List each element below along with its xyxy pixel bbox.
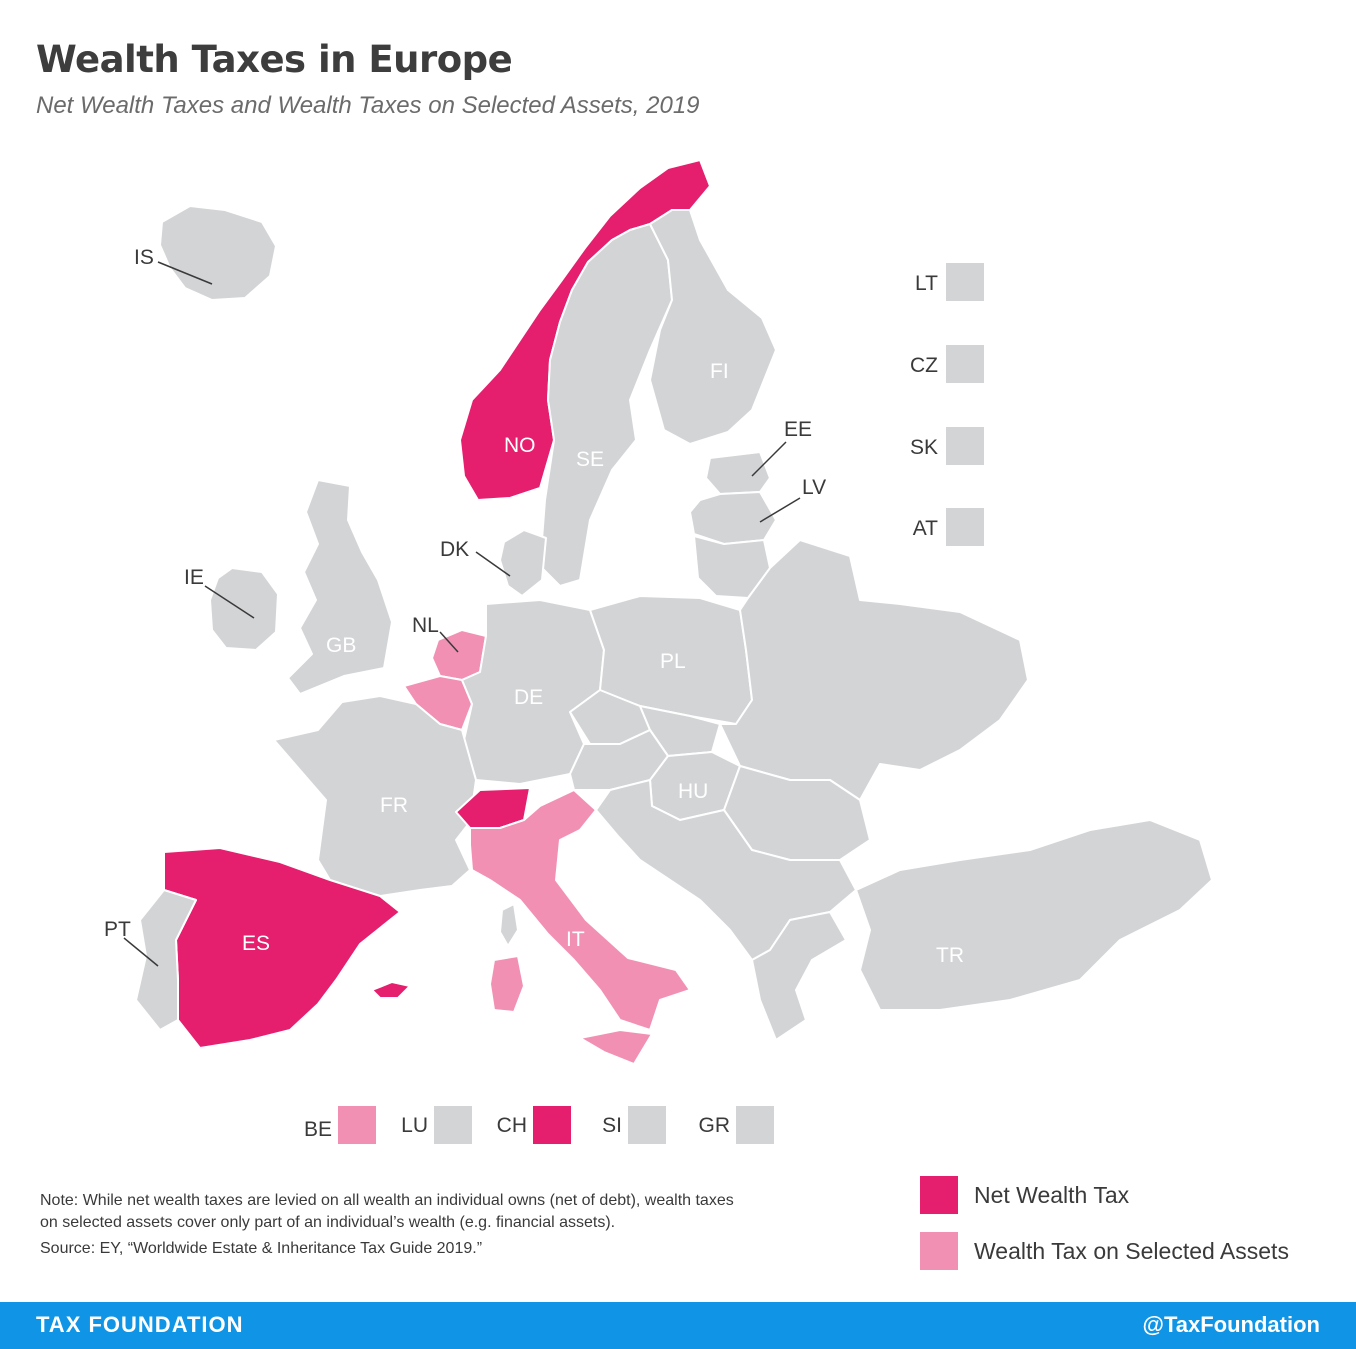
bottom-box-si [628,1106,666,1144]
leader-lv [759,497,801,523]
side-box-at [946,508,984,546]
label-de: DE [514,686,543,709]
side-box-cz [946,345,984,383]
page-subtitle: Net Wealth Taxes and Wealth Taxes on Sel… [36,92,700,119]
legend-label-net-wealth-tax: Net Wealth Tax [974,1182,1130,1208]
footer-handle[interactable]: @TaxFoundation [1142,1312,1320,1337]
island-balearic [371,981,411,999]
label-se: SE [576,448,604,471]
country-is [159,205,277,301]
country-ua-by [719,539,1029,801]
footer-brand: TAX FOUNDATION [36,1312,244,1337]
island-sardinia [489,955,525,1013]
bottom-label-gr: GR [699,1114,731,1137]
country-lv [689,491,777,545]
country-pt [135,889,197,1031]
bottom-box-gr [736,1106,774,1144]
legend-label-selected-assets: Wealth Tax on Selected Assets [974,1238,1289,1264]
label-tr: TR [936,944,964,967]
bottom-label-ch: CH [497,1114,527,1137]
page-title: Wealth Taxes in Europe [36,38,513,81]
label-hu: HU [678,780,708,803]
side-label-cz: CZ [910,354,938,377]
side-label-at: AT [913,517,938,540]
country-fr [273,695,477,897]
label-is: IS [134,246,154,269]
bottom-boxes: BE LU CH SI GR [304,1106,774,1144]
island-sicily [579,1029,653,1065]
country-ee [705,451,771,495]
country-balkans [595,779,857,961]
leader-dk [475,551,511,577]
bottom-box-be [338,1106,376,1144]
footer-bar: TAX FOUNDATION @TaxFoundation [0,1302,1356,1349]
label-it: IT [566,928,585,951]
side-label-sk: SK [910,436,938,459]
label-pl: PL [660,650,686,673]
bottom-label-si: SI [602,1114,622,1137]
legend-item-net-wealth-tax: Net Wealth Tax [920,1176,1340,1216]
side-box-sk [946,427,984,465]
label-pt: PT [104,918,131,941]
leader-pt [123,937,159,967]
label-fi: FI [710,360,729,383]
label-no: NO [504,434,536,457]
country-gb [287,479,393,695]
leader-is [157,261,213,285]
side-box-lt [946,263,984,301]
europe-map: IS IE GB NL DK NO SE FI EE LV DE PL FR H… [104,159,1213,1144]
bottom-label-lu: LU [401,1114,428,1137]
note-block: Note: While net wealth taxes are levied … [40,1190,900,1260]
label-es: ES [242,932,270,955]
country-tr [855,819,1213,1011]
side-boxes: LT CZ SK AT [910,263,984,546]
bottom-box-lu [434,1106,472,1144]
country-it [469,789,691,1031]
country-dk [499,529,547,597]
legend-swatch-selected-assets [920,1232,958,1270]
label-ie: IE [184,566,204,589]
label-lv: LV [802,476,826,499]
country-se [539,223,673,587]
country-gr [751,911,847,1041]
label-gb: GB [326,634,356,657]
note-line-1: Note: While net wealth taxes are levied … [40,1192,734,1209]
bottom-label-be: BE [304,1118,332,1141]
legend-swatch-net-wealth-tax [920,1176,958,1214]
bottom-box-ch [533,1106,571,1144]
leader-ie [204,585,255,619]
source-line: Source: EY, “Worldwide Estate & Inherita… [40,1240,483,1257]
country-fi [649,209,777,445]
country-ie [209,567,279,651]
label-dk: DK [440,538,469,561]
label-ee: EE [784,418,812,441]
leader-nl [439,631,459,653]
side-label-lt: LT [915,272,938,295]
label-fr: FR [380,794,408,817]
note-line-2: on selected assets cover only part of an… [40,1214,616,1231]
label-nl: NL [412,614,439,637]
island-corsica [499,903,519,947]
leader-ee [751,441,787,477]
legend-item-selected-assets: Wealth Tax on Selected Assets [920,1232,1340,1272]
